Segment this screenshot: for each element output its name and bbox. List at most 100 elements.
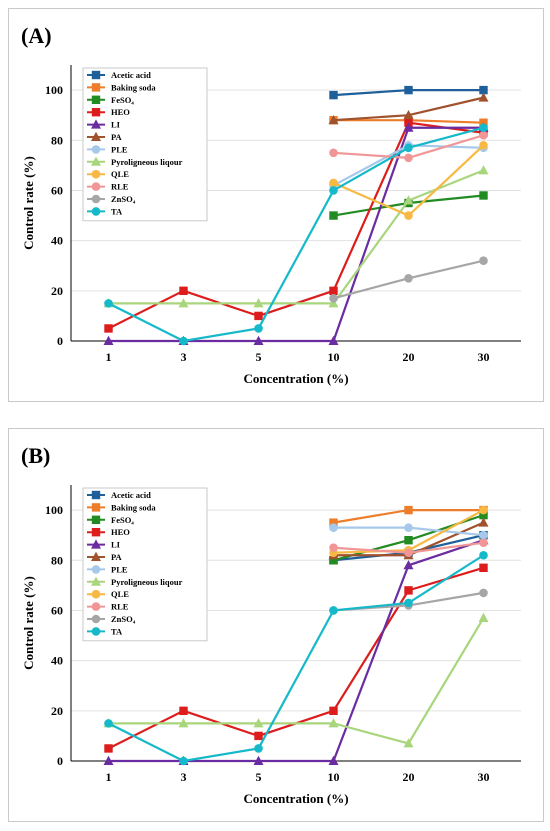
chart-b-point-rle [479,538,488,548]
chart-b-point-heo [254,731,263,741]
chart-a-panel-label: (A) [21,23,52,48]
chart-b-point-ta [404,598,413,608]
chart-a-point-pyroligneous-liqour [478,165,489,175]
chart-b-point-pa [478,517,489,527]
chart-a-x-tick-label: 30 [478,350,490,364]
chart-a-point-acetic-acid [404,85,413,95]
chart-a-point-znso4 [404,273,413,283]
chart-a-point-li [103,335,114,345]
chart-b-x-tick-label: 1 [106,770,112,784]
chart-b-point-rle [404,548,413,558]
chart-b-panel-label: (B) [21,443,50,468]
chart-b-point-heo [404,586,413,595]
chart-b-x-axis-label: Concentration (%) [243,791,348,806]
chart-b-line-ta [108,554,485,763]
chart-b-point-pyroligneous-liqour [253,718,264,728]
chart-a-point-feso4 [479,191,488,200]
chart-b-legend-label-acetic-acid: Acetic acid [111,490,151,500]
chart-a-legend: Acetic acid Baking soda FeSO₄ HEO LI PA PLE Pyr… [82,67,208,222]
chart-a-y-tick-label: 20 [51,284,63,298]
chart-b-point-ta [254,744,263,753]
chart-b-legend-label-rle: RLE [111,602,129,612]
chart-b-x-tick-label: 10 [328,770,340,784]
chart-b-legend-label-pyroligneous-liqour: Pyroligneous liqour [111,577,183,587]
chart-b-x-tick-label: 3 [181,770,187,784]
chart-a-legend-marker-pa [91,131,101,141]
chart-b-point-rle [329,543,338,553]
chart-b-svg: (B) 0 20 40 60 80 100 1 3 5 10 20 30 Concentration (%… [21,443,521,806]
chart-b-legend-marker-heo [91,528,101,537]
chart-a-point-rle [404,153,413,163]
chart-b-x-tick-label: 20 [403,770,415,784]
chart-b-series-rle [329,538,488,558]
chart-a-legend-label-acetic-acid: Acetic acid [111,70,151,80]
chart-b-legend-marker-feso4 [91,515,101,524]
chart-b-point-heo [179,706,188,716]
chart-b-legend-label-baking-soda: Baking soda [111,502,156,512]
chart-a-legend-label-znso4: ZnSO₄ [111,194,136,204]
chart-b-y-tick-label: 100 [45,503,63,517]
chart-a-point-ta [179,336,188,346]
chart-b-point-pyroligneous-liqour [478,612,489,622]
chart-a-y-axis-label: Control rate (%) [21,156,36,250]
chart-b-legend-label-ple: PLE [111,564,128,574]
chart-a-x-axis-label: Concentration (%) [243,371,348,386]
chart-b-point-ta [479,550,488,560]
chart-b-point-heo [479,563,488,572]
chart-b-legend-marker-acetic-acid [91,490,101,500]
chart-b-series-ple [329,523,488,540]
chart-a-y-tick-label: 40 [51,234,63,248]
chart-b-series-ta [104,550,488,766]
chart-a-x-tick-label: 10 [328,350,340,364]
chart-a-svg: (A) 0 20 40 60 80 100 1 3 5 10 20 30 Concentration (%… [21,23,521,386]
chart-b-point-ple [404,523,413,532]
chart-b-series-li [103,535,489,765]
chart-a-point-qle [404,211,413,220]
chart-a-y-tick-label: 60 [51,183,63,197]
chart-a-point-ta [404,143,413,153]
chart-b-legend-label-znso4: ZnSO₄ [111,614,136,624]
chart-a-legend-marker-baking-soda [91,83,101,92]
chart-a-legend-marker-acetic-acid [91,70,101,80]
chart-a-series-znso4 [329,256,488,303]
chart-a-legend-label-feso4: FeSO₄ [111,95,134,105]
chart-b-y-axis-label: Control rate (%) [21,576,36,670]
chart-b-x-tick-label: 5 [256,770,262,784]
chart-b-legend-marker-qle [91,589,101,599]
chart-b-point-pyroligneous-liqour [178,718,189,728]
chart-a-point-pa [328,115,339,125]
chart-b-y-tick-label: 0 [57,754,63,768]
chart-b-point-pyroligneous-liqour [328,718,339,728]
chart-a-x-tick-label: 3 [181,350,187,364]
chart-a-legend-marker-pyroligneous-liqour [91,156,101,166]
chart-a-legend-label-ta: TA [111,206,123,216]
chart-b-legend-marker-rle [91,602,101,611]
chart-a-y-tick-label: 0 [57,334,63,348]
chart-a-legend-marker-feso4 [91,95,101,104]
chart-a-legend-label-ple: PLE [111,144,128,154]
chart-a-legend-marker-li [91,119,101,129]
chart-a-series-acetic-acid [329,85,488,100]
chart-b-point-baking-soda [404,505,413,515]
chart-b-point-heo [329,706,338,716]
chart-b-legend-marker-pyroligneous-liqour [91,576,101,586]
chart-b-point-li [103,755,114,765]
chart-b-point-ta [179,756,188,766]
chart-a-point-li [328,335,339,345]
chart-a-line-pyroligneous-liqour [108,169,484,305]
chart-b-point-feso4 [404,536,413,545]
chart-a-point-feso4 [329,211,338,220]
chart-a-point-li [253,335,264,345]
chart-a-point-pyroligneous-liqour [403,195,414,205]
chart-a-legend-label-pa: PA [111,132,123,142]
chart-b-legend-marker-baking-soda [91,503,101,512]
chart-a-legend-label-heo: HEO [111,107,130,117]
chart-a-point-ta [104,299,113,308]
chart-panel-b: (B) 0 20 40 60 80 100 1 3 5 10 20 30 Concentration (%… [8,428,544,822]
chart-a-point-pyroligneous-liqour [328,298,339,308]
chart-a-legend-label-baking-soda: Baking soda [111,82,156,92]
chart-a-legend-label-li: LI [111,120,121,130]
chart-a-point-acetic-acid [329,90,338,100]
chart-a-series-ta [104,123,488,346]
chart-b-y-tick-label: 80 [51,553,63,567]
